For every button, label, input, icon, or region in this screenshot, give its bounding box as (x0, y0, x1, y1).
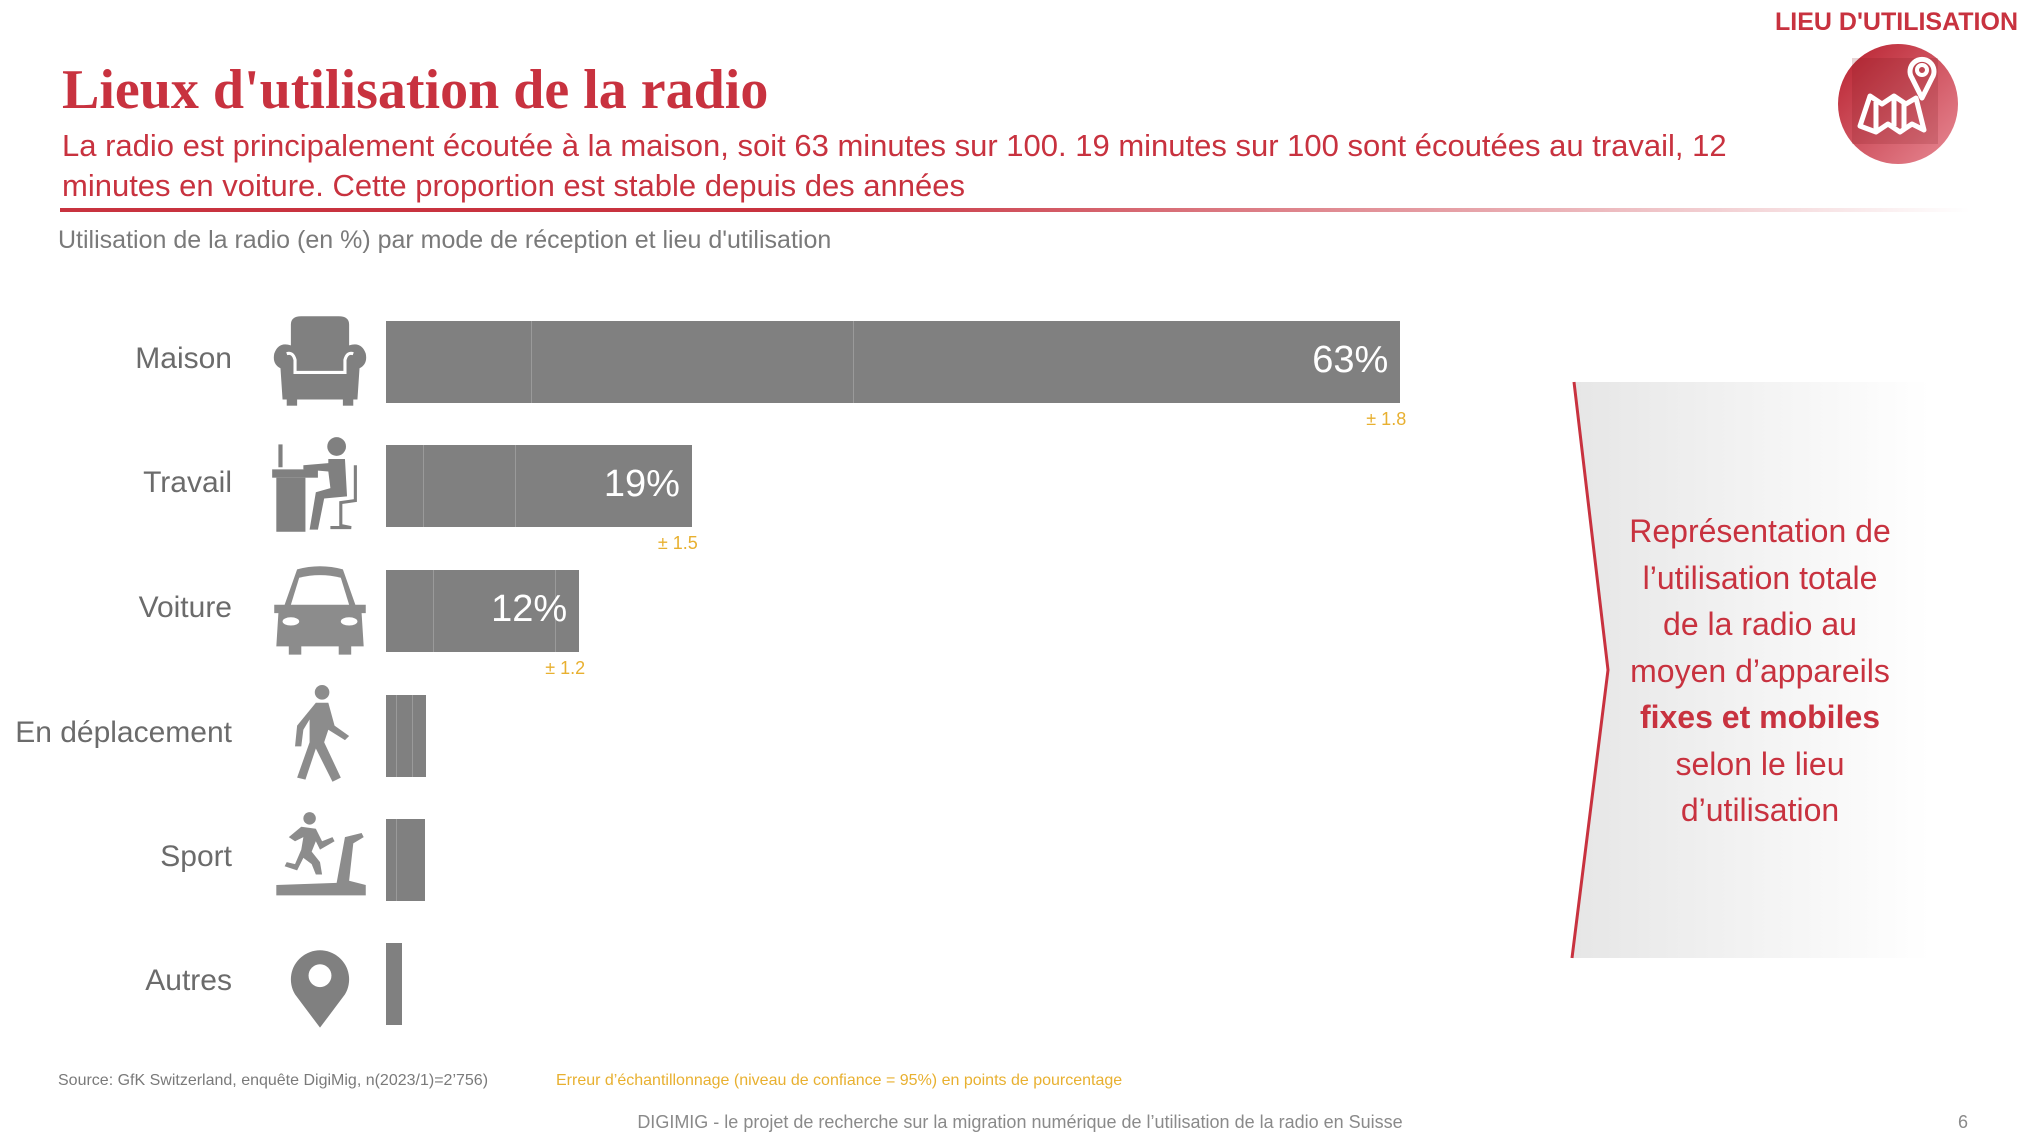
bar-value-label: 19% (603, 463, 680, 505)
category-label: Sport (160, 840, 232, 873)
page-number: 6 (1958, 1112, 1969, 1132)
bar-segment-divider (530, 321, 532, 403)
bar (386, 570, 580, 652)
bar-segment-divider (514, 445, 516, 527)
car-icon (268, 559, 372, 663)
bar-segment-divider (852, 321, 854, 403)
category-label: En déplacement (15, 716, 232, 749)
footer-project: DIGIMIG - le projet de recherche sur la … (637, 1112, 1403, 1132)
category-label: Autres (145, 964, 232, 997)
section-tag: LIEU D'UTILISATION (1775, 8, 2018, 36)
callout-line: moyen d’appareils (1630, 652, 1890, 689)
location-pin-icon (268, 932, 372, 1036)
bar-value-label: 12% (491, 588, 568, 630)
chart-title: Utilisation de la radio (en %) par mode … (58, 226, 832, 254)
callout-bracket (1570, 381, 1930, 959)
bar-segment-divider (423, 445, 425, 527)
map-pin-icon (1838, 44, 1958, 164)
category-label: Maison (135, 342, 232, 375)
bar-segment-divider (395, 695, 397, 777)
callout-box: Représentation de l’utilisation totale d… (1570, 380, 1930, 960)
callout-line: de la radio au (1663, 606, 1857, 642)
callout-text: Représentation de l’utilisation totale d… (1610, 508, 1910, 834)
bar-value-label: 63% (1312, 339, 1389, 381)
callout-line: l’utilisation totale (1642, 559, 1878, 596)
bar (386, 321, 1401, 403)
margin-of-error-label: ± 1.8 (1366, 409, 1407, 429)
armchair-icon (268, 310, 372, 414)
margin-of-error-label: ± 1.5 (657, 533, 698, 553)
error-note: Erreur d’échantillonnage (niveau de conf… (556, 1072, 1123, 1089)
bar (386, 819, 425, 901)
bar-segment-divider (411, 695, 413, 777)
category-label: Travail (143, 466, 232, 499)
source-note: Source: GfK Switzerland, enquête DigiMig… (58, 1072, 489, 1089)
bar-segment-divider (555, 570, 557, 652)
callout-line: Représentation de (1629, 513, 1891, 549)
callout-emphasis: fixes et mobiles (1639, 699, 1881, 735)
desk-worker-icon (268, 434, 372, 538)
title-divider (60, 208, 1970, 212)
page-title: Lieux d'utilisation de la radio (62, 59, 769, 121)
bar (386, 695, 427, 777)
walking-person-icon (268, 684, 372, 788)
callout-line: d’utilisation (1680, 792, 1840, 828)
bar-segment-divider (432, 570, 434, 652)
bar-segment-divider (395, 819, 397, 901)
bar (386, 445, 692, 527)
callout-line: selon le lieu (1675, 745, 1845, 782)
lead-text: La radio est principalement écoutée à la… (62, 128, 1727, 203)
treadmill-icon (268, 808, 372, 912)
margin-of-error-label: ± 1.2 (545, 658, 586, 678)
category-label: Voiture (138, 591, 232, 624)
bar (386, 943, 403, 1025)
